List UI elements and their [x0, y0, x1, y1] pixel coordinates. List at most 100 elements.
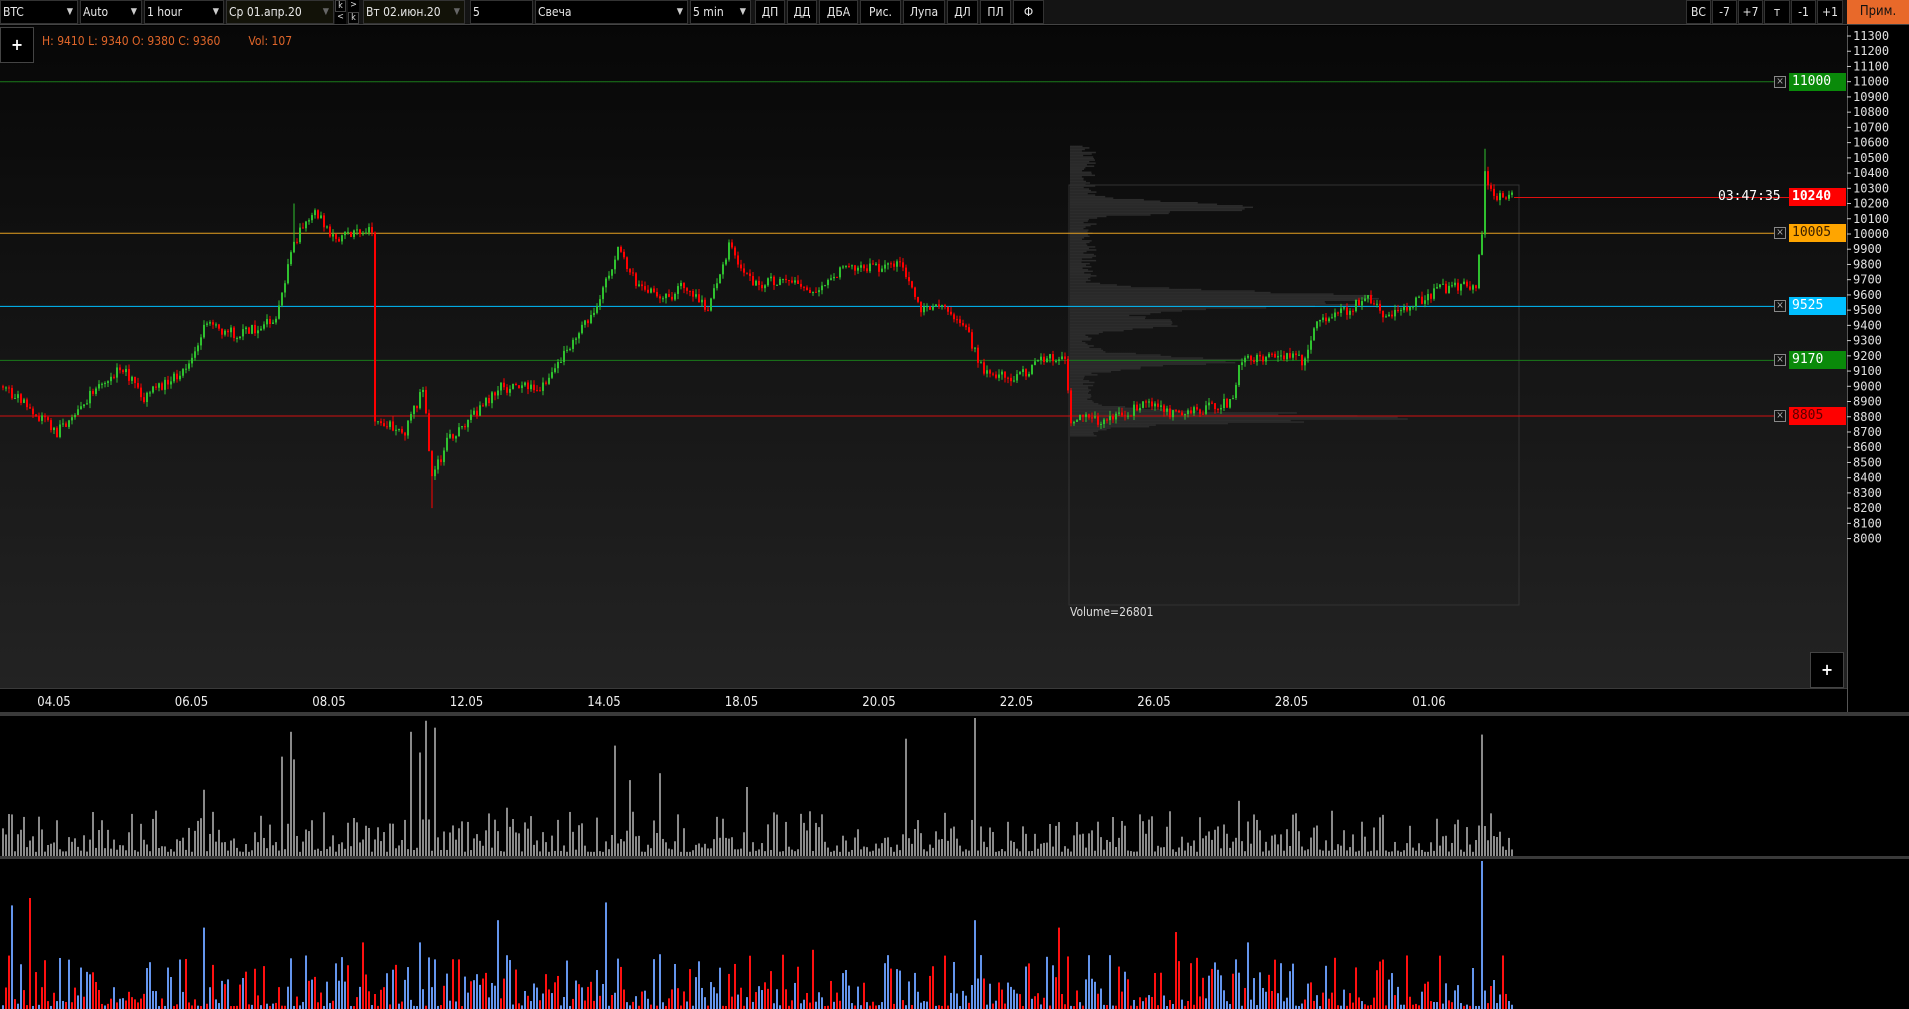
candle-body	[1196, 407, 1198, 410]
volume-bar	[716, 816, 718, 856]
candle-body	[386, 426, 388, 428]
volume-bar	[1418, 843, 1420, 856]
candle-body	[1307, 349, 1309, 359]
candle-body	[959, 319, 961, 324]
volume-bar	[488, 813, 490, 856]
apply-button[interactable]: Прим.	[1847, 0, 1909, 24]
toolbar-right-button-1[interactable]: -7	[1712, 0, 1737, 24]
candle-body	[1019, 372, 1021, 375]
toolbar-right-button-0[interactable]: ВС	[1686, 0, 1711, 24]
candle	[1379, 300, 1381, 314]
remove-level-close-icon[interactable]: ×	[1774, 75, 1786, 88]
candle-body	[329, 226, 331, 237]
delta-bar	[743, 1005, 745, 1009]
candle-body	[287, 264, 289, 284]
candle	[659, 294, 661, 304]
volume-bar	[1211, 839, 1213, 856]
candle-body	[473, 410, 475, 415]
remove-level-close-icon[interactable]: ×	[1774, 227, 1786, 240]
candle-body	[134, 376, 136, 384]
delta-bar	[1316, 995, 1318, 1009]
candle-body	[1424, 300, 1426, 304]
toolbar-right-button-3[interactable]: т	[1764, 0, 1790, 24]
candle-body	[983, 362, 985, 374]
volume-profile-row	[1070, 221, 1084, 224]
panel-divider[interactable]	[0, 712, 1909, 716]
volume-bar	[77, 846, 79, 856]
zoom-plus-button[interactable]: +	[1810, 652, 1844, 688]
price-tick-label: 9800	[1853, 257, 1882, 271]
candle-body	[347, 231, 349, 233]
toolbar-right-button-5[interactable]: +1	[1817, 0, 1843, 24]
arrow-right-button[interactable]: >	[348, 0, 359, 12]
price-axis[interactable]	[1847, 26, 1909, 712]
toolbar-button-5[interactable]: ДЛ	[947, 0, 978, 24]
candle	[1145, 399, 1147, 408]
volume-bar	[572, 831, 574, 856]
candle-body	[743, 268, 745, 273]
candle	[1355, 299, 1357, 313]
add-indicator-button[interactable]: +	[0, 27, 34, 63]
toolbar-button-3[interactable]: Рис.	[860, 0, 901, 24]
delta-bar	[899, 970, 901, 1009]
candle-body	[149, 392, 151, 394]
candle	[875, 262, 877, 266]
candle	[824, 284, 826, 287]
delta-bar	[1292, 963, 1294, 1009]
interval-select[interactable]: 5 min ▼	[690, 0, 751, 24]
candle-body	[1067, 358, 1069, 391]
k-down-button[interactable]: k	[348, 12, 359, 24]
remove-level-close-icon[interactable]: ×	[1774, 354, 1786, 367]
volume-bar	[1256, 819, 1258, 856]
toolbar-right-button-2[interactable]: +7	[1738, 0, 1763, 24]
toolbar-button-0[interactable]: ДП	[755, 0, 785, 24]
volume-bar	[44, 851, 46, 856]
delta-bar	[1226, 1001, 1228, 1009]
arrow-left-button[interactable]: <	[335, 12, 346, 24]
volume-bar	[935, 831, 937, 856]
candle	[617, 246, 619, 261]
date-from-picker[interactable]: Ср 01.апр.20 ▼	[226, 0, 334, 24]
delta-bar	[1070, 1005, 1072, 1009]
delta-bar	[1178, 961, 1180, 1009]
candle-body	[668, 293, 670, 297]
price-chart-area[interactable]	[0, 26, 1847, 688]
date-to-picker[interactable]: Вт 02.июн.20 ▼	[363, 0, 465, 24]
volume-bar	[1298, 831, 1300, 856]
delta-bar	[65, 1001, 67, 1009]
delta-bar	[251, 1004, 253, 1009]
symbol-select[interactable]: BTC ▼	[0, 0, 78, 24]
scale-mode-select[interactable]: Auto ▼	[80, 0, 142, 24]
candle	[164, 376, 166, 395]
candle	[536, 385, 538, 392]
toolbar-right-button-4[interactable]: -1	[1791, 0, 1816, 24]
count-input[interactable]: 5	[470, 0, 533, 24]
chart-type-select[interactable]: Свеча ▼	[535, 0, 688, 24]
candle-body	[884, 264, 886, 269]
remove-level-close-icon[interactable]: ×	[1774, 300, 1786, 313]
toolbar-button-6[interactable]: ПЛ	[980, 0, 1011, 24]
k-up-button[interactable]: k	[335, 0, 346, 12]
candle	[548, 373, 550, 385]
volume-bar	[1043, 842, 1045, 856]
timeframe-select[interactable]: 1 hour ▼	[144, 0, 224, 24]
toolbar-button-1[interactable]: ДД	[787, 0, 817, 24]
toolbar-button-4[interactable]: Лупа	[903, 0, 945, 24]
delta-bar	[614, 992, 616, 1009]
candle-body	[755, 280, 757, 286]
candle	[1229, 398, 1231, 409]
volume-bar	[1097, 821, 1099, 856]
candle-body	[956, 319, 958, 321]
delta-bar	[263, 966, 265, 1009]
toolbar-button-2[interactable]: ДБА	[819, 0, 858, 24]
delta-bar	[1454, 990, 1456, 1009]
delta-bar	[104, 1005, 106, 1009]
remove-level-close-icon[interactable]: ×	[1774, 409, 1786, 422]
panel-divider[interactable]	[0, 856, 1909, 859]
candle	[443, 447, 445, 466]
toolbar-button-7[interactable]: Ф	[1013, 0, 1044, 24]
candle	[14, 393, 16, 400]
candle	[89, 386, 91, 409]
candle-body	[677, 286, 679, 294]
volume-profile-row	[1070, 285, 1131, 288]
